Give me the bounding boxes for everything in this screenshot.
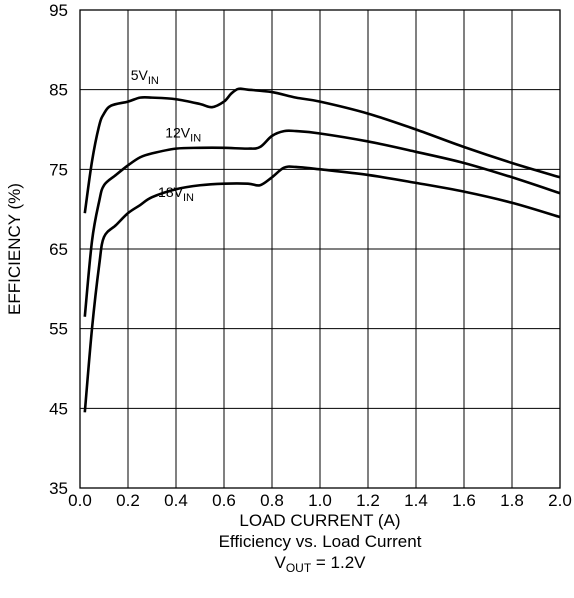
series-layer: [83, 87, 561, 413]
x-tick-label: 1.2: [356, 491, 380, 510]
x-tick-label: 0.0: [68, 491, 92, 510]
x-tick-label: 2.0: [548, 491, 572, 510]
y-tick-label: 85: [49, 81, 68, 100]
efficiency-chart: 0.0 0.2 0.4 0.6 0.8 1.0 1.2 1.4 1.6 1.8 2.0 35 45 55 6…: [5, 1, 572, 530]
x-tick-label: 1.0: [308, 491, 332, 510]
series-label-5v: 5VIN: [131, 67, 159, 87]
series-line-5v: [83, 87, 561, 214]
series-label-12v: 12VIN: [165, 124, 201, 144]
y-tick-label: 75: [49, 160, 68, 179]
x-axis-title: LOAD CURRENT (A): [239, 511, 400, 530]
tick-label-layer: 0.0 0.2 0.4 0.6 0.8 1.0 1.2 1.4 1.6 1.8 2.0 35 45 55 6…: [49, 1, 572, 510]
grid-layer: [80, 10, 560, 488]
y-axis-title: EFFICIENCY (%): [5, 183, 24, 315]
x-tick-label: 1.4: [404, 491, 428, 510]
series-label-18v: 18VIN: [158, 184, 194, 204]
x-tick-label: 1.8: [500, 491, 524, 510]
caption-vout-value: = 1.2V: [311, 553, 366, 572]
plot-frame: [79, 9, 561, 489]
series-label-layer: 5VIN 12VIN 18VIN: [131, 67, 201, 204]
caption-vout-symbol: V: [274, 553, 286, 572]
chart-caption-line1: Efficiency vs. Load Current: [218, 532, 422, 551]
y-tick-label: 95: [49, 1, 68, 20]
x-tick-label: 1.6: [452, 491, 476, 510]
x-tick-label: 0.8: [260, 491, 284, 510]
y-tick-label: 65: [49, 240, 68, 259]
series-line-18v: [83, 165, 561, 413]
y-tick-label: 35: [49, 479, 68, 498]
x-tick-label: 0.2: [116, 491, 140, 510]
y-tick-label: 45: [49, 399, 68, 418]
x-tick-label: 0.6: [212, 491, 236, 510]
x-tick-label: 0.4: [164, 491, 188, 510]
chart-caption-line2: VOUT = 1.2V: [80, 553, 560, 578]
y-tick-label: 55: [49, 320, 68, 339]
caption-vout-subscript: OUT: [285, 561, 312, 575]
series-line-12v: [83, 129, 561, 317]
